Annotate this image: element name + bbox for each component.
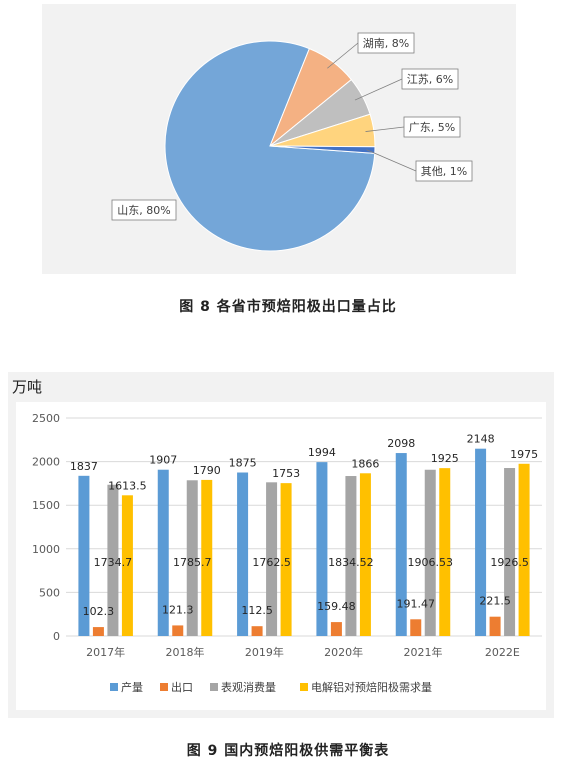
legend-label-2: 表观消费量 bbox=[221, 680, 276, 694]
y-unit-label: 万吨 bbox=[12, 378, 42, 396]
data-label-export: 191.47 bbox=[397, 597, 436, 610]
bar-2 bbox=[266, 482, 278, 636]
bar-chart-panel: 万吨 0 500 1000 1500 2000 2500 2017年 1837 1613.5 173… bbox=[8, 372, 554, 718]
x-tick-label: 2018年 bbox=[166, 645, 205, 659]
bar-2 bbox=[424, 469, 436, 636]
legend-label-1: 出口 bbox=[171, 680, 193, 694]
bar-1 bbox=[410, 619, 422, 636]
pie-figure-caption: 图 8 各省市预焙阳极出口量占比 bbox=[179, 299, 397, 315]
bar-2 bbox=[186, 480, 198, 636]
bar-1 bbox=[92, 627, 104, 636]
x-tick-label: 2017年 bbox=[86, 645, 125, 659]
x-tick-label: 2020年 bbox=[324, 645, 363, 659]
x-tick-label: 2022E bbox=[485, 646, 520, 659]
bar-0 bbox=[157, 469, 169, 636]
bar-3 bbox=[359, 473, 371, 636]
x-tick-label: 2019年 bbox=[245, 645, 284, 659]
data-label-demand: 1790 bbox=[193, 464, 221, 477]
bar-2 bbox=[345, 476, 357, 636]
bar-1 bbox=[330, 622, 342, 636]
legend-swatch-1 bbox=[160, 683, 168, 691]
pie-leader-line bbox=[327, 42, 359, 69]
data-label-consumption: 1834.52 bbox=[328, 556, 374, 569]
bar-2 bbox=[504, 468, 516, 636]
bar-3 bbox=[439, 468, 451, 636]
data-label-demand: 1866 bbox=[351, 457, 379, 470]
data-label-output: 2148 bbox=[467, 433, 495, 446]
bar-figure-caption: 图 9 国内预焙阳极供需平衡表 bbox=[186, 743, 390, 759]
legend-label-3: 电解铝对预焙阳极需求量 bbox=[311, 680, 432, 694]
pie-leader-line bbox=[365, 126, 405, 132]
pie-label-box bbox=[415, 160, 473, 182]
x-tick-label: 2021年 bbox=[404, 645, 443, 659]
pie-label-box bbox=[111, 199, 177, 221]
bar-3 bbox=[121, 495, 133, 636]
pie-chart-panel: 湖南, 8% 江苏, 6% 广东, 5% 其他, 1% 山东, 80% bbox=[42, 4, 516, 274]
y-tick-label: 2000 bbox=[32, 456, 60, 469]
pie-leader-line bbox=[366, 149, 417, 172]
pie-slice-label: 其他, 1% bbox=[421, 165, 467, 178]
y-tick-label: 0 bbox=[53, 630, 60, 643]
pie-label-box bbox=[401, 68, 459, 90]
y-tick-label: 1500 bbox=[32, 499, 60, 512]
y-tick-label: 500 bbox=[39, 586, 60, 599]
data-label-output: 1907 bbox=[149, 454, 177, 467]
pie-slice-label: 湖南, 8% bbox=[363, 37, 409, 50]
pie-slice-label: 山东, 80% bbox=[117, 204, 170, 217]
pie-label-box bbox=[403, 116, 461, 138]
data-label-consumption: 1926.5 bbox=[490, 556, 529, 569]
data-label-output: 2098 bbox=[387, 437, 415, 450]
legend-swatch-0 bbox=[110, 683, 118, 691]
pie-label-box bbox=[357, 32, 415, 54]
data-label-demand: 1613.5 bbox=[108, 479, 147, 492]
data-label-consumption: 1734.7 bbox=[94, 556, 133, 569]
bar-0 bbox=[78, 475, 90, 636]
data-label-output: 1994 bbox=[308, 446, 336, 459]
data-label-export: 112.5 bbox=[241, 604, 273, 617]
data-label-consumption: 1762.5 bbox=[252, 556, 291, 569]
bar-0 bbox=[316, 462, 328, 636]
data-label-demand: 1753 bbox=[272, 467, 300, 480]
data-label-export: 159.48 bbox=[317, 600, 356, 613]
legend-label-0: 产量 bbox=[121, 680, 143, 694]
data-label-consumption: 1785.7 bbox=[173, 556, 212, 569]
bar-3 bbox=[518, 463, 530, 636]
data-label-export: 221.5 bbox=[479, 595, 511, 608]
bar-chart: 万吨 0 500 1000 1500 2000 2500 2017年 1837 1613.5 173… bbox=[12, 378, 546, 710]
data-label-export: 121.3 bbox=[162, 603, 194, 616]
bar-0 bbox=[395, 453, 407, 636]
pie-leader-line bbox=[354, 78, 403, 101]
bar-3 bbox=[280, 483, 292, 636]
pie-slice-label: 江苏, 6% bbox=[407, 73, 453, 86]
y-tick-label: 1000 bbox=[32, 543, 60, 556]
bar-0 bbox=[475, 448, 487, 636]
bar-1 bbox=[172, 625, 184, 636]
legend-swatch-2 bbox=[210, 683, 218, 691]
y-tick-label: 2500 bbox=[32, 412, 60, 425]
pie-chart: 湖南, 8% 江苏, 6% 广东, 5% 其他, 1% 山东, 80% bbox=[111, 32, 473, 252]
data-label-output: 1837 bbox=[70, 460, 98, 473]
bar-2 bbox=[107, 484, 119, 636]
bar-1 bbox=[489, 616, 501, 636]
data-label-demand: 1925 bbox=[431, 452, 459, 465]
data-label-demand: 1975 bbox=[510, 448, 538, 461]
data-label-output: 1875 bbox=[229, 457, 257, 470]
data-label-export: 102.3 bbox=[83, 605, 115, 618]
data-label-consumption: 1906.53 bbox=[408, 556, 454, 569]
bar-3 bbox=[201, 479, 213, 636]
bar-0 bbox=[237, 472, 249, 636]
legend-swatch-3 bbox=[300, 683, 308, 691]
bar-1 bbox=[251, 626, 263, 636]
pie-slice-label: 广东, 5% bbox=[409, 121, 455, 134]
